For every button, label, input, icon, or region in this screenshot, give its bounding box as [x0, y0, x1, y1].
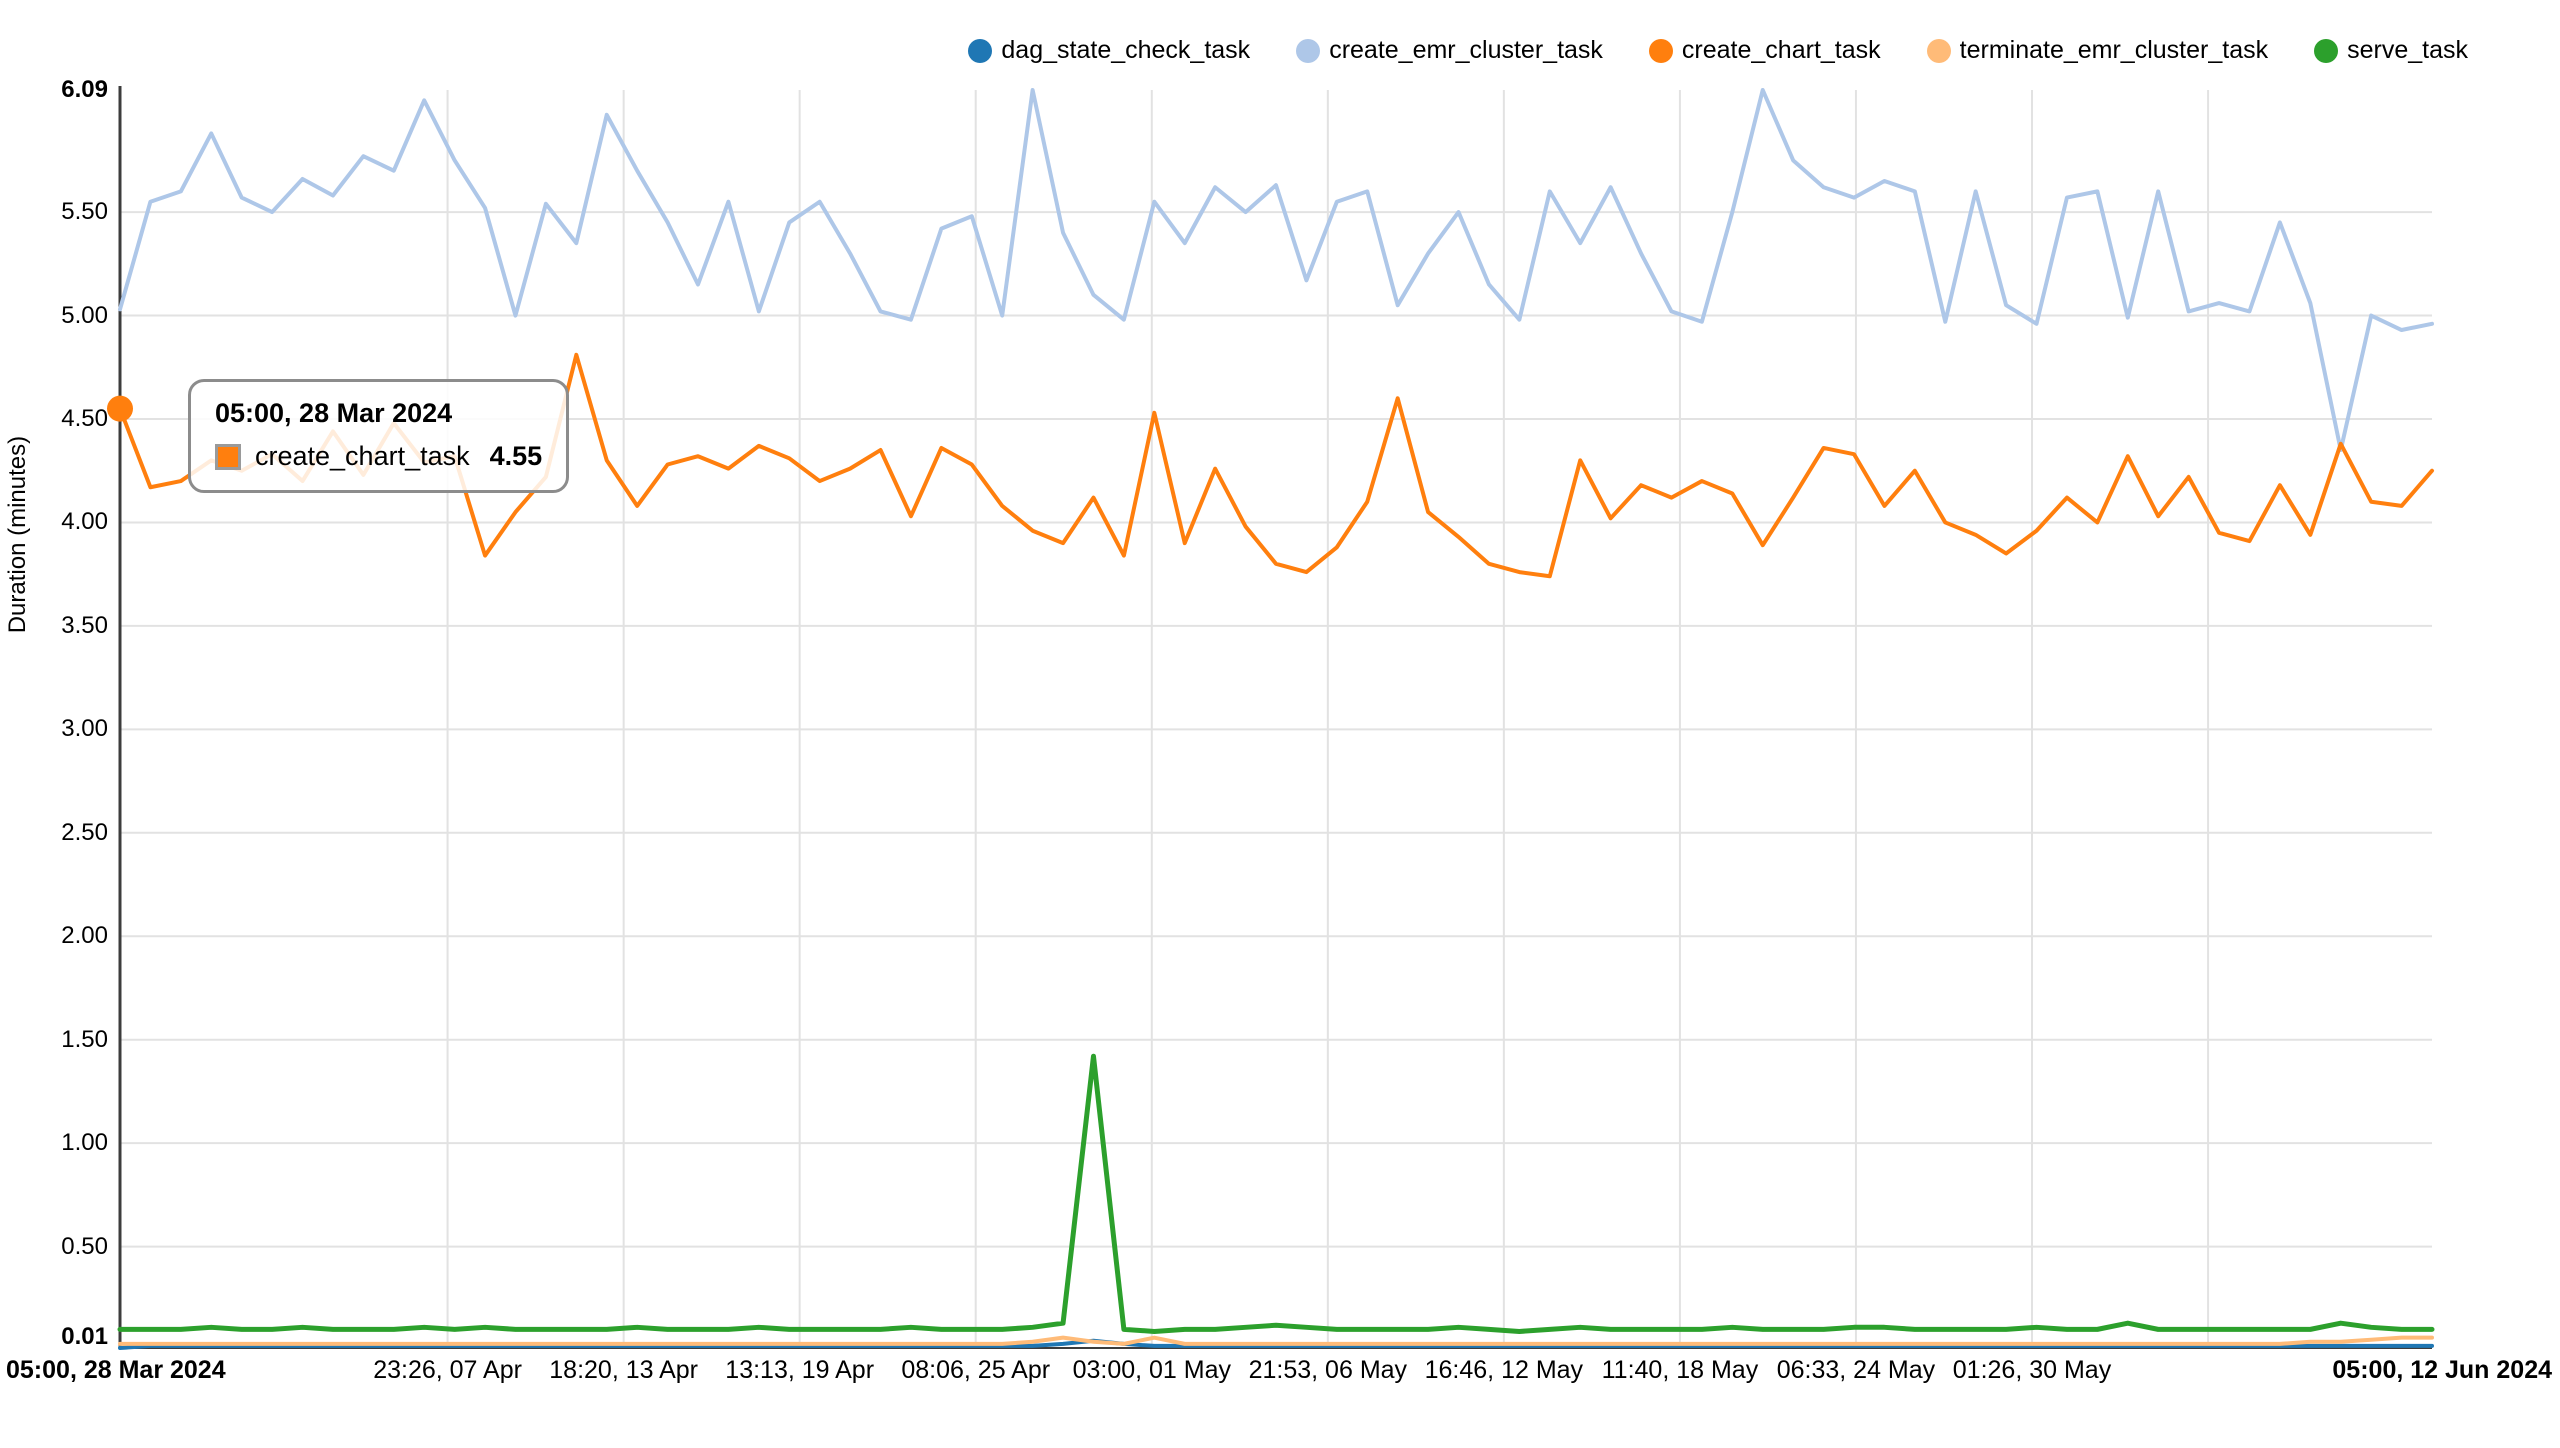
legend-color-dot-icon: [2314, 38, 2339, 63]
legend-item-label: terminate_emr_cluster_task: [1959, 36, 2269, 64]
legend-item-terminate_emr_cluster_task[interactable]: terminate_emr_cluster_task: [1926, 36, 2269, 65]
legend-item-serve_task[interactable]: serve_task: [2314, 36, 2468, 65]
legend-item-label: dag_state_check_task: [1001, 36, 1251, 64]
y-tick-label: 3.00: [61, 715, 108, 743]
legend-item-label: create_chart_task: [1681, 36, 1881, 64]
x-tick-label: 13:13, 19 Apr: [725, 1356, 875, 1384]
y-tick-label: 5.00: [61, 301, 108, 329]
tooltip-series-value: 4.55: [489, 441, 543, 471]
x-tick-label: 05:00, 28 Mar 2024: [6, 1356, 226, 1384]
tooltip-timestamp: 05:00, 28 Mar 2024: [215, 398, 453, 428]
legend-item-dag_state_check_task[interactable]: dag_state_check_task: [968, 36, 1250, 65]
series-line-create_chart_task: [118, 352, 2434, 579]
tooltip-series-row: create_chart_task 4.55: [215, 441, 542, 472]
y-tick-label: 5.50: [61, 198, 108, 226]
x-tick-label: 23:26, 07 Apr: [373, 1356, 522, 1384]
series-line-create_emr_cluster_task: [118, 88, 2434, 453]
y-tick-label: 3.50: [61, 611, 108, 639]
x-tick-label: 11:40, 18 May: [1601, 1356, 1759, 1384]
legend-item-create_chart_task[interactable]: create_chart_task: [1648, 36, 1881, 65]
y-tick-label: 2.50: [61, 818, 108, 846]
x-tick-label: 16:46, 12 May: [1424, 1356, 1584, 1384]
hovered-point-marker: [107, 395, 133, 422]
series-line-dag_state_check_task: [118, 1338, 2434, 1350]
x-tick-label: 21:53, 06 May: [1248, 1356, 1408, 1384]
legend-color-dot-icon: [968, 38, 993, 63]
tooltip-series-name: create_chart_task: [255, 441, 470, 471]
x-tick-label: 05:00, 12 Jun 2024: [2332, 1356, 2552, 1384]
legend-item-label: create_emr_cluster_task: [1329, 36, 1603, 64]
y-tick-label: 4.00: [61, 508, 108, 536]
y-tick-label: 4.50: [61, 404, 108, 432]
series-color-swatch-icon: [215, 443, 241, 470]
series-line-terminate_emr_cluster_task: [118, 1335, 2434, 1346]
x-tick-label: 18:20, 13 Apr: [549, 1356, 699, 1384]
legend-item-create_emr_cluster_task[interactable]: create_emr_cluster_task: [1296, 36, 1603, 65]
x-tick-label: 08:06, 25 Apr: [901, 1356, 1051, 1384]
series-line-serve_task: [117, 1053, 2435, 1334]
y-tick-label: 2.00: [61, 922, 108, 950]
x-tick-label: 06:33, 24 May: [1776, 1356, 1936, 1384]
y-tick-label: 1.00: [61, 1129, 108, 1157]
legend-color-dot-icon: [1648, 38, 1673, 63]
y-tick-label: 0.01: [61, 1323, 108, 1350]
legend-item-label: serve_task: [2347, 36, 2468, 64]
legend-color-dot-icon: [1926, 38, 1951, 63]
x-tick-label: 03:00, 01 May: [1072, 1356, 1231, 1384]
x-tick-label: 01:26, 30 May: [1952, 1356, 2112, 1384]
y-tick-label: 1.50: [61, 1025, 108, 1053]
legend-color-dot-icon: [1296, 38, 1321, 63]
datapoint-tooltip: 05:00, 28 Mar 2024 create_chart_task 4.5…: [188, 379, 570, 493]
y-tick-label: 0.50: [61, 1232, 108, 1260]
series-legend: dag_state_check_task create_emr_cluster_t…: [968, 36, 2468, 65]
y-tick-label: 6.09: [61, 76, 108, 103]
